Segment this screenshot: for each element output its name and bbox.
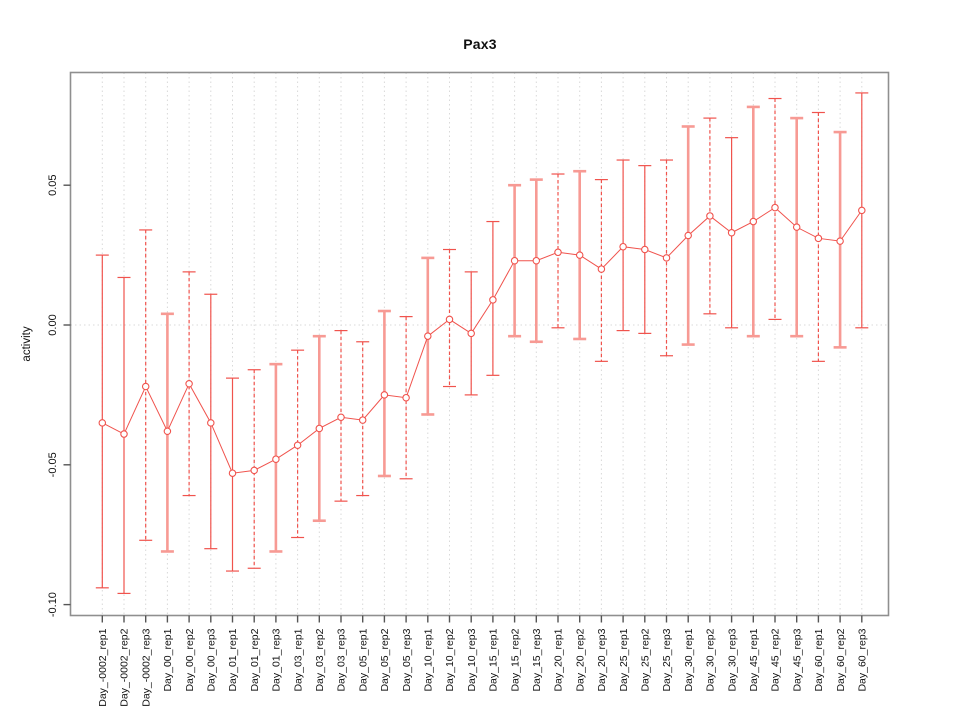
x-tick-label: Day_60_rep1 — [813, 628, 825, 691]
data-point — [836, 237, 844, 245]
data-point — [228, 469, 237, 477]
x-tick-label: Day_05_rep2 — [379, 628, 391, 691]
x-tick-label: Day_03_rep1 — [292, 628, 304, 691]
x-tick-label: Day_15_rep3 — [531, 628, 543, 691]
x-tick-label: Day_-0002_rep3 — [140, 628, 152, 706]
data-point — [619, 242, 627, 251]
data-point — [185, 379, 193, 388]
x-tick-label: Day_15_rep2 — [509, 628, 521, 691]
series-path — [102, 206, 863, 474]
x-tick-label: Day_25_rep1 — [618, 628, 630, 691]
x-tick-label: Day_60_rep3 — [856, 628, 868, 691]
x-tick-label: Day_25_rep2 — [639, 628, 651, 691]
data-point — [532, 256, 541, 265]
x-tick-label: Day_10_rep1 — [422, 628, 434, 691]
x-tick-label: Day_30_rep3 — [726, 628, 738, 691]
data-point — [662, 254, 671, 262]
data-point — [792, 223, 801, 231]
chart-title: Pax3 — [463, 36, 497, 52]
axis-labels: 0.05 0.00 -0.05 -0.10 Day_-0002_rep1 Day_-000… — [21, 174, 868, 706]
x-tick-label: Day_03_rep3 — [336, 628, 348, 691]
data-point — [597, 265, 606, 273]
data-point — [467, 329, 475, 338]
data-point — [858, 206, 866, 215]
error-bar — [811, 111, 825, 362]
data-point — [315, 424, 324, 433]
x-tick-label: Day_15_rep1 — [488, 628, 500, 691]
x-tick-label: Day_10_rep2 — [444, 628, 456, 691]
plot-box — [69, 71, 890, 617]
data-point — [489, 296, 497, 304]
x-tick-label: Day_00_rep1 — [162, 628, 174, 691]
data-point — [250, 466, 258, 475]
x-tick-label: Day_-0002_rep1 — [97, 628, 109, 706]
data-point — [337, 413, 345, 422]
data-points — [98, 203, 866, 477]
error-bars — [95, 92, 869, 595]
data-point — [445, 315, 454, 324]
data-point — [510, 256, 519, 265]
error-bar — [182, 271, 196, 497]
data-point — [120, 430, 128, 438]
data-point — [402, 393, 410, 402]
error-bar — [139, 229, 153, 541]
x-tick-label: Day_20_rep1 — [553, 628, 565, 691]
x-tick-label: Day_05_rep3 — [401, 628, 413, 691]
data-point — [293, 441, 302, 449]
x-tick-label: Day_-0002_rep2 — [119, 628, 131, 706]
data-point — [727, 228, 736, 237]
x-tick-label: Day_10_rep3 — [466, 628, 478, 691]
x-tick-label: Day_01_rep1 — [227, 628, 239, 691]
data-point — [771, 203, 779, 212]
data-point — [749, 217, 758, 226]
data-point — [424, 332, 432, 340]
x-tick-label: Day_20_rep3 — [596, 628, 608, 691]
data-point — [163, 427, 172, 435]
x-tick-label: Day_03_rep2 — [314, 628, 326, 691]
x-tick-label: Day_45_rep2 — [770, 628, 782, 691]
x-tick-label: Day_05_rep1 — [357, 628, 369, 691]
y-tick-label: 0.05 — [47, 174, 59, 195]
data-point — [814, 234, 823, 243]
data-point — [554, 248, 562, 257]
y-tick-label: -0.05 — [47, 452, 59, 477]
data-point — [207, 419, 215, 427]
error-bar — [551, 173, 565, 329]
data-point — [98, 419, 107, 427]
series-line — [102, 206, 863, 474]
data-point — [141, 382, 150, 391]
gridlines — [70, 72, 889, 616]
y-tick-label: 0.00 — [47, 314, 59, 335]
y-tick-label: -0.10 — [47, 592, 59, 617]
x-tick-label: Day_30_rep2 — [705, 628, 717, 691]
data-point — [706, 212, 714, 220]
data-point — [358, 416, 367, 424]
axes — [63, 71, 890, 623]
data-point — [272, 455, 280, 463]
y-axis-title: activity — [21, 326, 33, 361]
data-point — [575, 251, 584, 259]
x-tick-label: Day_20_rep2 — [574, 628, 586, 691]
error-bar — [356, 341, 370, 497]
x-tick-label: Day_00_rep3 — [205, 628, 217, 691]
x-tick-label: Day_30_rep1 — [683, 628, 695, 691]
x-tick-label: Day_25_rep3 — [661, 628, 673, 691]
data-point — [641, 245, 649, 254]
x-tick-label: Day_45_rep3 — [791, 628, 803, 691]
x-tick-label: Day_01_rep3 — [271, 628, 283, 691]
error-bar — [291, 349, 305, 539]
x-tick-label: Day_00_rep2 — [184, 628, 196, 691]
x-tick-label: Day_60_rep2 — [835, 628, 847, 691]
data-point — [380, 391, 389, 399]
x-tick-label: Day_45_rep1 — [748, 628, 760, 691]
x-tick-label: Day_01_rep2 — [249, 628, 261, 691]
data-point — [684, 231, 692, 240]
